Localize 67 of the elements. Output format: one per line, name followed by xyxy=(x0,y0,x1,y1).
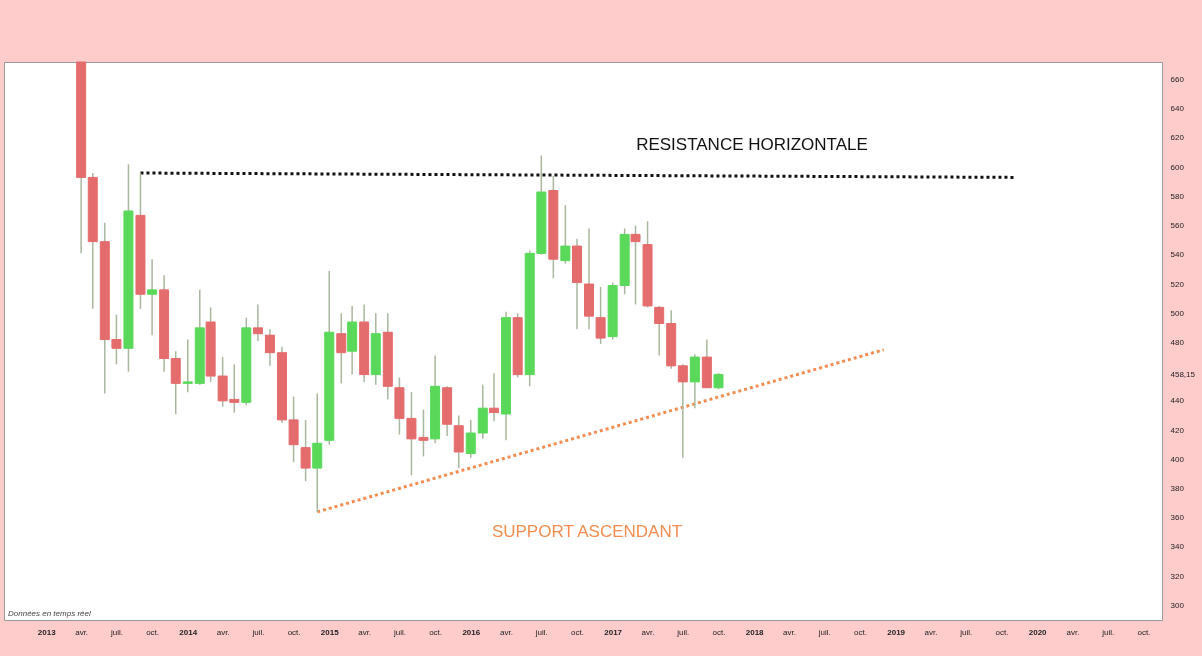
y-tick-label: 560 xyxy=(1170,221,1185,231)
y-tick-label: 440 xyxy=(1170,396,1185,406)
y-tick-label: 660 xyxy=(1170,75,1185,85)
x-tick-label: avr. xyxy=(358,627,372,637)
candlestick xyxy=(677,363,688,459)
x-tick-label: oct. xyxy=(712,627,726,637)
candlestick xyxy=(182,338,193,393)
y-tick-label: 300 xyxy=(1170,600,1185,610)
x-tick-label: 2014 xyxy=(179,627,198,637)
candlestick xyxy=(300,419,311,482)
x-tick-label: avr. xyxy=(216,627,230,637)
y-tick-label: 520 xyxy=(1170,279,1185,289)
x-tick-label: avr. xyxy=(641,627,655,637)
y-tick-label: 540 xyxy=(1170,250,1185,260)
candlestick xyxy=(147,258,158,336)
candlestick xyxy=(489,372,500,423)
x-tick-label: juil. xyxy=(959,627,973,637)
y-tick-label: 340 xyxy=(1170,542,1185,552)
x-tick-label: 2015 xyxy=(320,627,340,637)
y-tick-label: 360 xyxy=(1170,513,1185,523)
y-tick-label: 380 xyxy=(1170,484,1185,494)
x-tick-label: avr. xyxy=(1066,627,1080,637)
y-tick-label: 458,15 xyxy=(1170,369,1196,379)
annotation: SUPPORT ASCENDANT xyxy=(491,522,683,541)
x-tick-label: juil. xyxy=(109,627,123,637)
x-tick-label: juil. xyxy=(817,627,831,637)
x-tick-label: oct. xyxy=(854,627,867,637)
candlestick xyxy=(465,419,476,459)
candlestick xyxy=(654,305,665,357)
x-tick-label: juil. xyxy=(534,627,548,637)
x-tick-label: 2019 xyxy=(887,627,906,637)
y-tick-label: 420 xyxy=(1170,425,1185,435)
annotation: Données en temps réel xyxy=(8,609,91,618)
y-tick-label: 600 xyxy=(1170,162,1185,172)
x-tick-label: 2018 xyxy=(745,627,765,637)
x-tick-label: juil. xyxy=(392,627,406,637)
annotation: RESISTANCE HORIZONTALE xyxy=(636,135,868,154)
x-tick-label: avr. xyxy=(500,627,513,637)
x-tick-label: 2020 xyxy=(1028,627,1048,637)
x-tick-label: juil. xyxy=(251,627,265,637)
x-tick-label: oct. xyxy=(429,627,443,637)
y-tick-label: 640 xyxy=(1170,104,1185,114)
x-tick-label: 2013 xyxy=(37,627,57,637)
y-tick-label: 320 xyxy=(1170,571,1185,581)
candlestick xyxy=(264,328,275,367)
y-tick-label: 400 xyxy=(1170,454,1185,464)
x-tick-label: juil. xyxy=(1101,627,1115,637)
x-tick-label: 2017 xyxy=(604,627,623,637)
x-tick-label: 2016 xyxy=(462,627,481,637)
candlestick xyxy=(595,286,606,345)
x-tick-label: oct. xyxy=(571,627,584,637)
x-tick-label: avr. xyxy=(75,627,89,637)
x-tick-label: oct. xyxy=(1137,627,1151,637)
x-tick-label: oct. xyxy=(287,627,301,637)
candlestick xyxy=(560,204,571,265)
candlestick xyxy=(336,312,347,385)
x-tick-label: oct. xyxy=(995,627,1009,637)
y-tick-label: 480 xyxy=(1170,337,1185,347)
x-tick-label: avr. xyxy=(783,627,797,637)
y-tick-label: 500 xyxy=(1170,308,1185,318)
x-tick-label: avr. xyxy=(924,627,938,637)
candlestick xyxy=(630,224,641,306)
x-tick-label: juil. xyxy=(676,627,690,637)
x-tick-label: oct. xyxy=(146,627,160,637)
candlestick xyxy=(252,303,263,342)
y-tick-label: 580 xyxy=(1170,191,1185,201)
y-tick-label: 620 xyxy=(1170,133,1185,143)
